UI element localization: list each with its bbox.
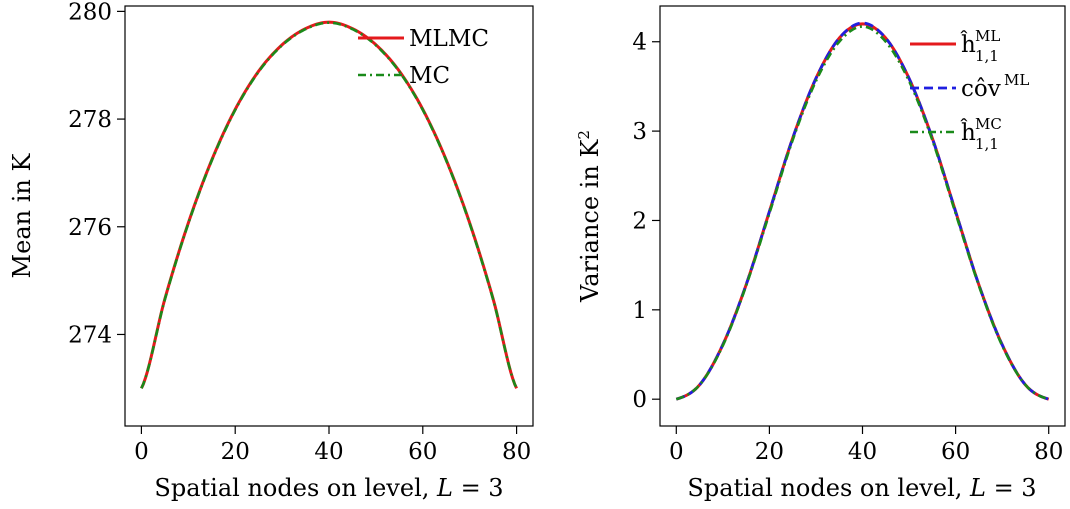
mean-chart-series-line-1 — [140, 20, 518, 389]
mean-chart-x-tick-label: 20 — [221, 439, 250, 465]
variance-chart-y-tick-label: 1 — [632, 298, 647, 324]
variance-chart-y-tick-label: 0 — [632, 387, 647, 413]
variance-chart-legend-label-1: ĥML 1,1 — [960, 27, 1000, 65]
variance-chart-legend-label-2: côv ML — [961, 71, 1029, 102]
mean-chart: 0 20 40 60 80 274 276 278 280 Spatial nodes on l… — [8, 0, 534, 502]
mean-chart-x-tick-label: 80 — [502, 439, 531, 465]
variance-chart-series-line-3 — [675, 25, 1050, 401]
variance-chart-x-tick-label: 40 — [848, 439, 877, 465]
mean-chart-y-axis-label: Mean in K — [8, 153, 36, 279]
variance-chart-x-axis-label: Spatial nodes on level, L = 3 — [687, 474, 1036, 502]
variance-chart-y-tick-label: 2 — [632, 208, 647, 234]
mean-chart-series-line-2 — [140, 21, 518, 389]
variance-chart-x-tick-label: 80 — [1034, 439, 1063, 465]
variance-chart-plot-frame — [659, 5, 1066, 427]
variance-chart-x-tick-label: 0 — [669, 439, 684, 465]
variance-chart: 0 20 40 60 80 0 1 2 3 4 Spatial nodes on level, L… — [575, 5, 1066, 502]
mean-chart-legend-label-2: MC — [409, 63, 450, 89]
mean-chart-lines — [140, 20, 518, 389]
mean-chart-x-tick-label: 60 — [408, 439, 437, 465]
mean-chart-y-tick-label: 276 — [68, 215, 112, 241]
variance-chart-x-tick-label: 60 — [941, 439, 970, 465]
variance-chart-lines — [675, 21, 1050, 401]
variance-chart-legend: ĥML 1,1 côv ML ĥMC 1,1 — [910, 27, 1029, 153]
mean-chart-y-tick-label: 280 — [68, 0, 112, 25]
variance-chart-x-tick-label: 20 — [755, 439, 784, 465]
mean-chart-legend: MLMC MC — [358, 26, 489, 89]
variance-chart-y-tick-label: 3 — [632, 119, 647, 145]
mean-chart-y-tick-label: 274 — [68, 322, 112, 348]
variance-chart-ticks: 0 20 40 60 80 0 1 2 3 4 — [632, 30, 1063, 465]
mean-chart-x-tick-label: 0 — [134, 439, 149, 465]
mean-chart-x-tick-label: 40 — [314, 439, 343, 465]
mean-chart-ticks: 0 20 40 60 80 274 276 278 280 — [68, 0, 531, 465]
mean-chart-y-tick-label: 278 — [68, 107, 112, 133]
mean-chart-x-axis-label: Spatial nodes on level, L = 3 — [154, 474, 503, 502]
variance-chart-y-tick-label: 4 — [632, 30, 647, 56]
mean-chart-legend-label-1: MLMC — [409, 26, 489, 52]
mean-chart-plot-frame — [124, 5, 534, 427]
variance-chart-y-axis-label: Variance in K2 — [575, 130, 604, 303]
variance-chart-legend-label-3: ĥMC 1,1 — [960, 115, 1002, 153]
